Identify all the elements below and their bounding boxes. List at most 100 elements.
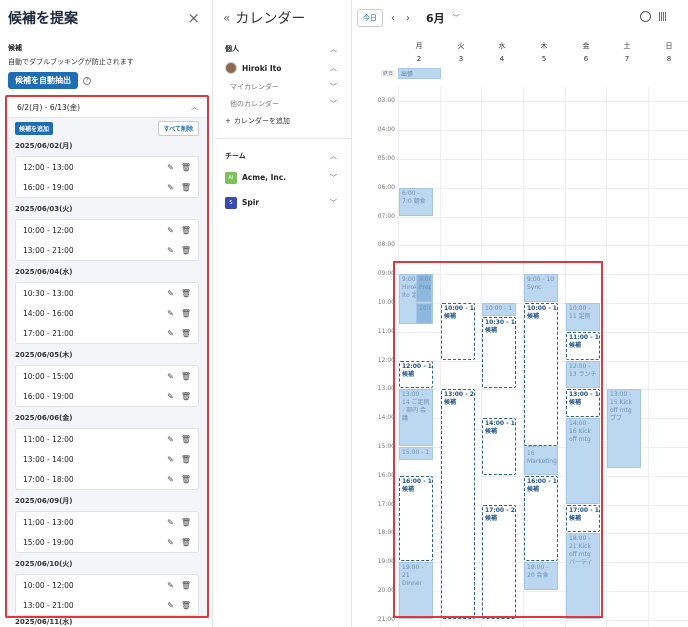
team-group-header[interactable]: チーム ︿ — [214, 147, 351, 165]
view-columns-icon[interactable]: |||| — [658, 12, 667, 22]
candidate-block[interactable]: 14:00 - 16 候補 — [482, 418, 516, 475]
clear-all-button[interactable]: すべて削除 — [157, 121, 199, 136]
chevron-up-icon[interactable]: ︿ — [191, 103, 198, 111]
trash-icon[interactable]: 🗑 — [180, 308, 191, 318]
calendar-event[interactable]: 19:00 - 21 Dinner — [399, 562, 433, 619]
trash-icon[interactable]: 🗑 — [180, 474, 191, 484]
chevron-down-icon[interactable]: ﹀ — [330, 82, 337, 91]
candidate-block[interactable]: 10:30 - 1 候補 — [482, 317, 516, 389]
candidate-block[interactable]: 13:00 - 21 候補 — [441, 389, 475, 619]
edit-icon[interactable]: ✎ — [167, 600, 174, 610]
trash-icon[interactable]: 🗑 — [180, 371, 191, 381]
candidate-block[interactable]: 17:00 - 21 候補 — [482, 504, 516, 619]
globe-icon[interactable] — [640, 11, 651, 22]
edit-icon[interactable]: ✎ — [167, 225, 174, 235]
calendar-event[interactable]: 18:00 - 21 Kick off mtg パーティ — [566, 533, 600, 619]
add-candidate-button[interactable]: 候補を追加 — [15, 122, 54, 135]
calendar-event[interactable]: 19:00 - 20 会食 — [524, 562, 558, 590]
trash-icon[interactable]: 🗑 — [180, 182, 191, 192]
trash-icon[interactable]: 🗑 — [180, 600, 191, 610]
trash-icon[interactable]: 🗑 — [180, 580, 191, 590]
help-icon[interactable]: ? — [83, 76, 91, 85]
date-range-header[interactable]: 6/2(月) - 6/13(金) ︿ — [7, 97, 207, 118]
calendar-event[interactable]: 15:00 - 1 — [399, 447, 433, 461]
calendar-event[interactable]: 10:00 - 1 — [482, 303, 516, 317]
today-button[interactable]: 今日 — [357, 9, 383, 27]
calendar-event[interactable]: 14:00 - 16 Kick off mtg — [566, 418, 600, 504]
candidate-block[interactable]: 11:00 - 12 候補 — [566, 331, 600, 360]
chevron-up-icon[interactable]: ︿ — [330, 45, 337, 53]
calendar-event[interactable]: 6:00 - 7:0 朝食 — [399, 187, 433, 216]
candidate-block[interactable]: 16:00 - 19 候補 — [399, 475, 433, 562]
personal-group-header[interactable]: 個人 ︿ — [214, 40, 351, 58]
collapse-icon[interactable]: « — [223, 11, 231, 25]
trash-icon[interactable]: 🗑 — [180, 537, 191, 547]
candidate-label: 候補 — [402, 485, 415, 493]
chevron-down-icon[interactable]: ﹀ — [330, 173, 337, 182]
other-calendar-item[interactable]: 他のカレンダー ﹀ — [214, 95, 351, 112]
edit-icon[interactable]: ✎ — [167, 371, 174, 381]
allday-event[interactable]: 出張 — [398, 68, 441, 79]
add-calendar-link[interactable]: + カレンダーを追加 — [214, 112, 351, 130]
team-item-acme[interactable]: AI Acme, Inc. ﹀ — [214, 165, 351, 190]
candidate-block[interactable]: 17:00 - 18 候補 — [566, 504, 600, 533]
calendar-event[interactable]: 10:00 — [416, 303, 432, 324]
chevron-down-icon[interactable]: ﹀ — [330, 198, 337, 207]
chevron-up-icon[interactable]: ︿ — [330, 152, 337, 160]
team-item-spir[interactable]: S Spir ﹀ — [214, 190, 351, 215]
person-row[interactable]: Hiroki Ito ︿ — [214, 58, 351, 78]
trash-icon[interactable]: 🗑 — [180, 391, 191, 401]
my-calendar-item[interactable]: マイカレンダー ﹀ — [214, 78, 351, 95]
candidate-block[interactable]: 10:00 - 1 候補 — [524, 303, 558, 446]
trash-icon[interactable]: 🗑 — [180, 245, 191, 255]
close-icon[interactable]: × — [187, 9, 200, 27]
slot-actions: ✎ 🗑 — [167, 435, 191, 444]
edit-icon[interactable]: ✎ — [167, 517, 174, 527]
edit-icon[interactable]: ✎ — [167, 434, 174, 444]
edit-icon[interactable]: ✎ — [167, 391, 174, 401]
edit-icon[interactable]: ✎ — [167, 580, 174, 590]
trash-icon[interactable]: 🗑 — [180, 225, 191, 235]
calendar-event[interactable]: 9:00 - 10 Sync — [524, 274, 558, 302]
prev-week-button[interactable]: ‹ — [391, 12, 395, 24]
trash-icon[interactable]: 🗑 — [180, 328, 191, 338]
edit-icon[interactable]: ✎ — [167, 454, 174, 464]
edit-icon[interactable]: ✎ — [167, 288, 174, 298]
calendar-event[interactable]: 10:00 - 11 定例 — [566, 303, 600, 331]
chevron-down-icon[interactable]: ﹀ — [452, 14, 460, 22]
trash-icon[interactable]: 🗑 — [180, 162, 191, 172]
edit-icon[interactable]: ✎ — [167, 537, 174, 547]
calendar-event[interactable]: 13:00 - 15 Kick off mtg プブ — [607, 389, 641, 468]
edit-icon[interactable]: ✎ — [167, 162, 174, 172]
next-week-button[interactable]: › — [406, 12, 410, 24]
calendar-event[interactable]: 12:00 - 13 ランチ — [566, 360, 600, 389]
candidate-block[interactable]: 16:00 - 1 候補 — [524, 475, 558, 562]
calendar-event[interactable]: 9:00 Prep — [416, 274, 432, 302]
edit-icon[interactable]: ✎ — [167, 245, 174, 255]
month-label[interactable]: 6月 — [426, 12, 445, 25]
hour-label: 12:00 — [377, 356, 395, 364]
trash-icon[interactable]: 🗑 — [180, 434, 191, 444]
trash-icon[interactable]: 🗑 — [180, 288, 191, 298]
candidate-block[interactable]: 12:00 - 1 候補 — [399, 360, 433, 389]
slot-time: 10:00 - 12:00 — [23, 225, 74, 235]
calendar-event[interactable]: 13:00 - 14 ご定例 - 部内 会議 — [399, 389, 433, 446]
edit-icon[interactable]: ✎ — [167, 474, 174, 484]
candidate-block[interactable]: 10:00 - 12 候補 — [441, 303, 475, 360]
chevron-up-icon[interactable]: ︿ — [330, 64, 337, 72]
trash-icon[interactable]: 🗑 — [180, 454, 191, 464]
chevron-down-icon[interactable]: ﹀ — [330, 99, 337, 108]
trash-icon[interactable]: 🗑 — [180, 517, 191, 527]
edit-icon[interactable]: ✎ — [167, 328, 174, 338]
edit-icon[interactable]: ✎ — [167, 308, 174, 318]
edit-icon[interactable]: ✎ — [167, 182, 174, 192]
candidate-block[interactable]: 13:00 - 14 候補 — [566, 389, 600, 418]
auto-extract-button[interactable]: 候補を自動抽出 — [8, 72, 78, 89]
